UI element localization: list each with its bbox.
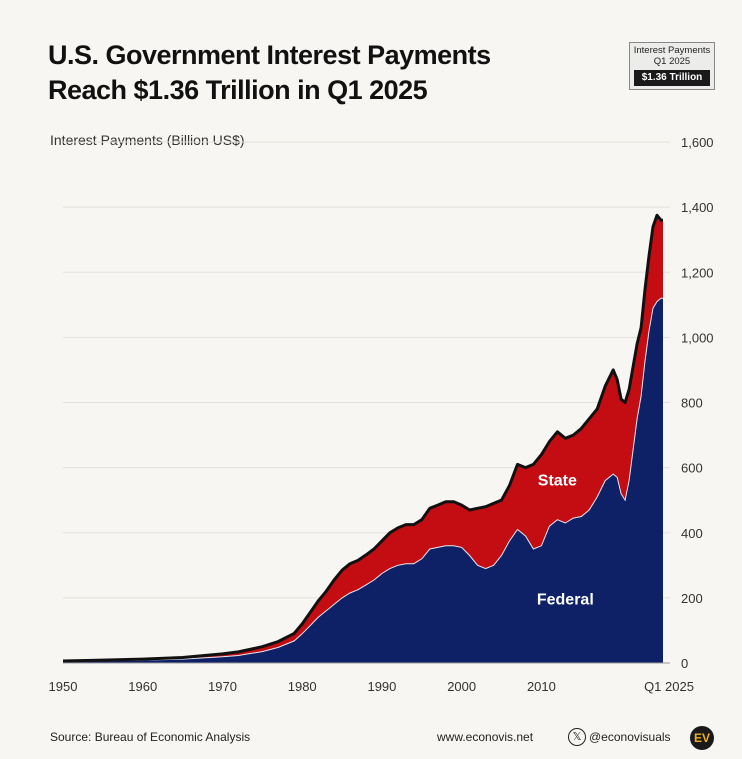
x-tick-label: 1970 — [208, 679, 237, 694]
y-tick-label: 800 — [681, 396, 703, 411]
y-axis-label: Interest Payments (Billion US$) — [50, 132, 245, 148]
y-tick-label: 1,400 — [681, 200, 714, 215]
y-tick-label: 600 — [681, 461, 703, 476]
federal-edge-line — [62, 297, 663, 662]
series-label-state: State — [538, 473, 577, 490]
x-tick-label: 1950 — [49, 679, 78, 694]
econovis-logo: EV — [690, 726, 714, 750]
y-tick-label: 1,200 — [681, 265, 714, 280]
state-area — [63, 215, 663, 662]
total-line — [62, 213, 663, 663]
chart-title: U.S. Government Interest Payments Reach … — [48, 38, 568, 108]
summary-badge: Interest Payments Q1 2025 $1.36 Trillion — [629, 42, 715, 90]
x-tick-label: 2000 — [447, 679, 476, 694]
x-tick-label: 1990 — [367, 679, 396, 694]
x-tick-label: Q1 2025 — [644, 679, 694, 694]
badge-value: $1.36 Trillion — [634, 70, 710, 86]
badge-label: Interest Payments — [633, 45, 711, 56]
title-line-1: U.S. Government Interest Payments — [48, 40, 491, 70]
x-tick-label: 2010 — [527, 679, 556, 694]
x-logo-icon: 𝕏 — [568, 728, 586, 746]
y-tick-label: 0 — [681, 656, 688, 671]
y-tick-label: 1,000 — [681, 330, 714, 345]
y-tick-label: 200 — [681, 591, 703, 606]
badge-period: Q1 2025 — [653, 56, 691, 67]
y-tick-label: 1,600 — [681, 135, 714, 150]
federal-area — [63, 298, 663, 663]
social-handle[interactable]: @econovisuals — [589, 730, 671, 744]
website-link[interactable]: www.econovis.net — [437, 730, 534, 744]
title-line-2: Reach $1.36 Trillion in Q1 2025 — [48, 75, 428, 105]
source-note: Source: Bureau of Economic Analysis — [50, 730, 251, 744]
y-tick-label: 400 — [681, 526, 703, 541]
x-tick-label: 1980 — [288, 679, 317, 694]
x-tick-label: 1960 — [128, 679, 157, 694]
series-label-federal: Federal — [537, 591, 594, 608]
